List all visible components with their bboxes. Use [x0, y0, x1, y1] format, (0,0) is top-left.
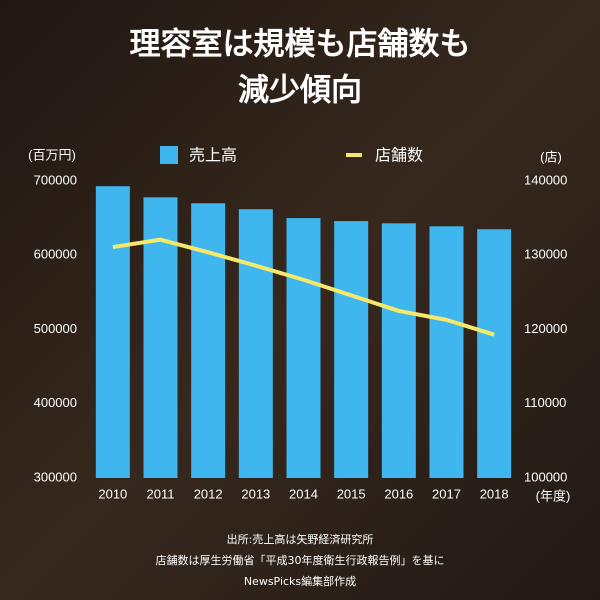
- x-tick-label: 2017: [432, 486, 461, 501]
- legend-label: 店舗数: [375, 146, 423, 165]
- x-tick-label: 2015: [337, 486, 366, 501]
- y2-tick-label: 100000: [524, 469, 567, 484]
- x-tick-label: 2018: [480, 486, 509, 501]
- bar: [95, 186, 130, 478]
- y2-tick-label: 110000: [524, 395, 566, 410]
- chart-title: 減少傾向: [238, 73, 362, 109]
- bar: [381, 223, 416, 478]
- x-tick-label: 2010: [98, 486, 127, 501]
- source-note: NewsPicks編集部作成: [244, 574, 356, 588]
- x-tick-label: 2014: [289, 486, 318, 501]
- x-tick-label: 2016: [384, 486, 413, 501]
- y-tick-label: 400000: [34, 395, 77, 410]
- bar: [238, 209, 273, 478]
- y-tick-label: 500000: [34, 321, 77, 336]
- y2-tick-label: 140000: [524, 172, 567, 187]
- source-note: 出所:売上高は矢野経済研究所: [227, 532, 374, 546]
- bar: [429, 226, 464, 478]
- bar: [286, 218, 321, 478]
- x-tick-label: 2013: [241, 486, 270, 501]
- x-tick-label: 2011: [147, 486, 175, 501]
- source-note: 店舗数は厚生労働省「平成30年度衛生行政報告例」を基に: [156, 553, 445, 567]
- legend-swatch: [160, 146, 178, 164]
- line: [112, 237, 495, 337]
- y-tick-label: 300000: [34, 469, 77, 484]
- bar: [191, 203, 226, 478]
- y2-tick-label: 130000: [524, 247, 567, 262]
- y2-tick-label: 120000: [524, 321, 567, 336]
- x-axis-label: (年度): [536, 488, 571, 503]
- y-axis-label: (百万円): [28, 147, 76, 162]
- bar: [477, 229, 512, 478]
- chart-title: 理容室は規模も店舗数も: [130, 27, 471, 63]
- x-tick-label: 2012: [194, 486, 223, 501]
- y-tick-label: 600000: [34, 247, 77, 262]
- y2-axis-label: (店): [540, 149, 562, 164]
- y-tick-label: 700000: [34, 172, 77, 187]
- legend-label: 売上高: [189, 146, 237, 165]
- bar: [334, 221, 369, 478]
